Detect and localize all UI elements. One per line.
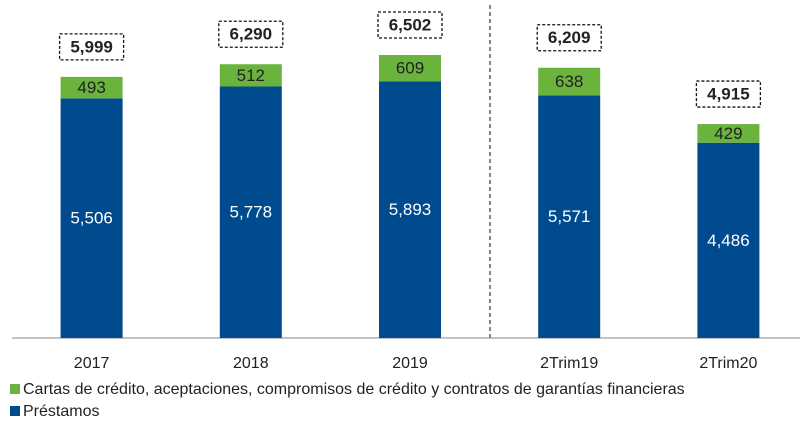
bar-segment — [379, 55, 441, 82]
bar-segment — [697, 124, 760, 143]
total-box — [695, 80, 762, 108]
total-box — [218, 20, 284, 48]
segment-label: 5,571 — [548, 207, 591, 226]
x-tick-label: 2018 — [233, 355, 269, 372]
segment-label: 5,778 — [230, 203, 273, 222]
bar-segment — [219, 86, 282, 339]
bar-segment — [538, 67, 601, 96]
segment-label: 429 — [714, 124, 742, 143]
total-box — [377, 11, 443, 39]
bar-segment — [538, 95, 601, 338]
total-label: 4,915 — [707, 85, 750, 104]
x-tick-label: 2019 — [392, 355, 428, 372]
bar-segment — [60, 98, 123, 338]
segment-label: 5,893 — [389, 200, 432, 219]
x-tick-label: 2Trim20 — [699, 355, 757, 372]
legend-label: Préstamos — [23, 403, 99, 420]
bar-segment — [219, 64, 282, 87]
segment-label: 493 — [77, 78, 105, 97]
legend-swatch — [10, 406, 20, 416]
total-box — [536, 24, 602, 52]
bar-segment — [60, 76, 123, 99]
legend-label: Cartas de crédito, aceptaciones, comprom… — [23, 381, 685, 398]
segment-label: 609 — [396, 59, 424, 78]
total-label: 5,999 — [70, 37, 113, 56]
total-label: 6,502 — [389, 15, 432, 34]
total-label: 6,209 — [548, 28, 591, 47]
segment-label: 5,506 — [70, 209, 113, 228]
legend-swatch — [10, 384, 20, 394]
x-tick-label: 2017 — [74, 355, 110, 372]
total-box — [58, 33, 125, 61]
segment-label: 512 — [237, 66, 265, 85]
x-tick-label: 2Trim19 — [540, 355, 598, 372]
segment-label: 4,486 — [707, 231, 750, 250]
bar-segment — [697, 142, 760, 338]
segment-label: 638 — [555, 72, 583, 91]
bar-segment — [379, 81, 441, 338]
total-label: 6,290 — [230, 25, 273, 44]
